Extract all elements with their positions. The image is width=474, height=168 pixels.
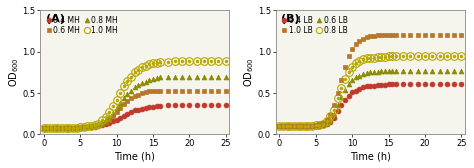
X-axis label: Time (h): Time (h) — [114, 151, 155, 161]
Text: (B): (B) — [282, 14, 300, 24]
Legend: 0.4 MH, 0.6 MH, 0.8 MH, 1.0 MH: 0.4 MH, 0.6 MH, 0.8 MH, 1.0 MH — [44, 14, 120, 36]
Legend: 0.4 LB, 1.0 LB, 0.6 LB, 0.8 LB: 0.4 LB, 1.0 LB, 0.6 LB, 0.8 LB — [280, 14, 349, 36]
Y-axis label: OD$_{600}$: OD$_{600}$ — [243, 57, 256, 87]
X-axis label: Time (h): Time (h) — [350, 151, 391, 161]
Text: (A): (A) — [46, 14, 64, 24]
Y-axis label: OD$_{600}$: OD$_{600}$ — [7, 57, 21, 87]
